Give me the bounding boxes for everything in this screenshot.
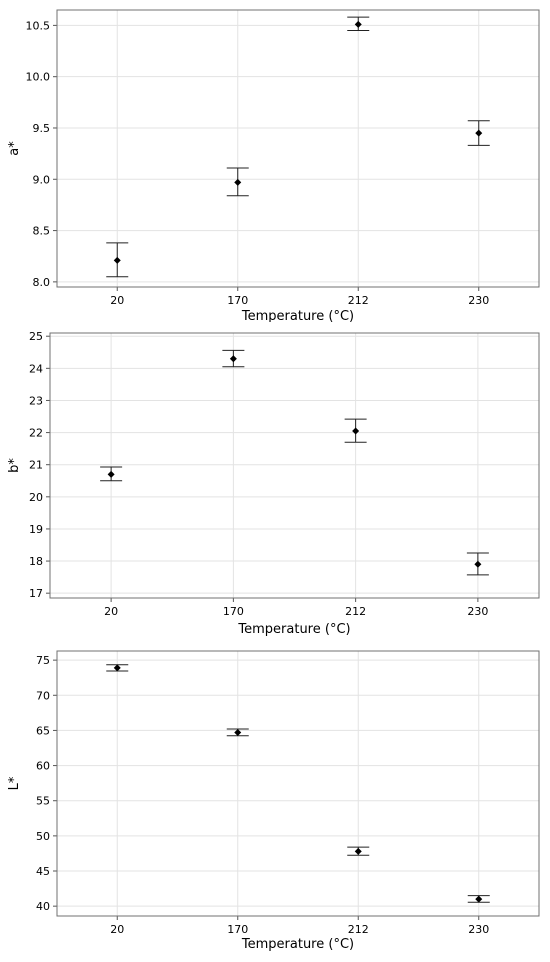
y-axis-title: a* [7, 141, 22, 156]
y-tick-label: 9.5 [33, 122, 51, 135]
y-tick-label: 25 [29, 330, 43, 343]
y-tick-label: 60 [36, 760, 50, 773]
plot-frame [49, 332, 540, 599]
data-point [234, 729, 242, 737]
y-tick-label: 55 [36, 795, 50, 808]
plot-area [50, 333, 539, 598]
data-point-group [347, 16, 370, 32]
y-tick-label: 18 [29, 555, 43, 568]
y-tick-label: 23 [29, 394, 43, 407]
data-point-group [226, 728, 249, 737]
data-point [474, 560, 482, 568]
plot-frame [56, 650, 540, 917]
data-point [354, 847, 362, 855]
x-tick-label: 20 [110, 923, 124, 936]
data-point-group [466, 552, 489, 576]
y-tick-label: 21 [29, 459, 43, 472]
data-point [107, 470, 115, 478]
plot-frame [56, 9, 540, 288]
x-tick-label: 212 [345, 605, 366, 618]
chart-2: 17 18 19 20 21 22 23 24 25 20 170 212 230 Temperature… [7, 330, 540, 637]
y-tick-label: 45 [36, 865, 50, 878]
data-point-group [226, 167, 249, 197]
data-point-group [100, 466, 123, 482]
x-tick-label: 170 [227, 294, 248, 307]
x-tick-label: 230 [468, 294, 489, 307]
x-tick-label: 170 [223, 605, 244, 618]
data-point-group [344, 418, 367, 443]
x-tick-label: 170 [227, 923, 248, 936]
y-tick-label: 22 [29, 427, 43, 440]
data-point-group [222, 349, 245, 368]
data-point-group [106, 242, 129, 278]
data-point [113, 256, 121, 264]
x-tick-label: 212 [348, 294, 369, 307]
y-tick-label: 17 [29, 587, 43, 600]
x-axis-title: Temperature (°C) [241, 937, 354, 952]
x-axis-title: Temperature (°C) [237, 622, 350, 637]
x-tick-label: 20 [110, 294, 124, 307]
y-tick-label: 8.0 [33, 276, 51, 289]
data-point-group [467, 120, 490, 146]
data-point-group [347, 846, 370, 856]
x-tick-label: 230 [467, 605, 488, 618]
chart-1: 8.0 8.5 9.0 9.5 10.0 10.5 20 170 212 230 Temperatu… [7, 9, 540, 322]
plot-area [57, 10, 539, 287]
plot-area [57, 651, 539, 916]
y-tick-label: 20 [29, 491, 43, 504]
y-tick-label: 8.5 [33, 225, 51, 238]
data-point-group [106, 664, 129, 672]
x-axis-title: Temperature (°C) [241, 309, 354, 322]
y-tick-label: 65 [36, 724, 50, 737]
y-tick-label: 70 [36, 689, 50, 702]
x-tick-label: 212 [348, 923, 369, 936]
data-point [354, 20, 362, 28]
y-tick-label: 50 [36, 830, 50, 843]
y-tick-label: 75 [36, 654, 50, 667]
y-tick-label: 10.0 [26, 71, 51, 84]
y-tick-label: 9.0 [33, 173, 51, 186]
data-point [352, 427, 360, 435]
data-point [475, 129, 483, 137]
data-point [229, 355, 237, 363]
y-axis-title: b* [7, 458, 22, 473]
y-axis-title: L* [7, 776, 22, 790]
y-tick-label: 19 [29, 523, 43, 536]
chart-3: 40 45 50 55 60 65 70 75 20 170 212 230 Temperature (… [7, 650, 540, 952]
data-point [234, 178, 242, 186]
y-tick-label: 40 [36, 900, 50, 913]
y-tick-label: 24 [29, 362, 43, 375]
x-tick-label: 230 [468, 923, 489, 936]
y-tick-label: 10.5 [26, 19, 51, 32]
data-point [475, 895, 483, 903]
x-tick-label: 20 [104, 605, 118, 618]
data-point-group [467, 895, 490, 903]
data-point [113, 664, 121, 672]
